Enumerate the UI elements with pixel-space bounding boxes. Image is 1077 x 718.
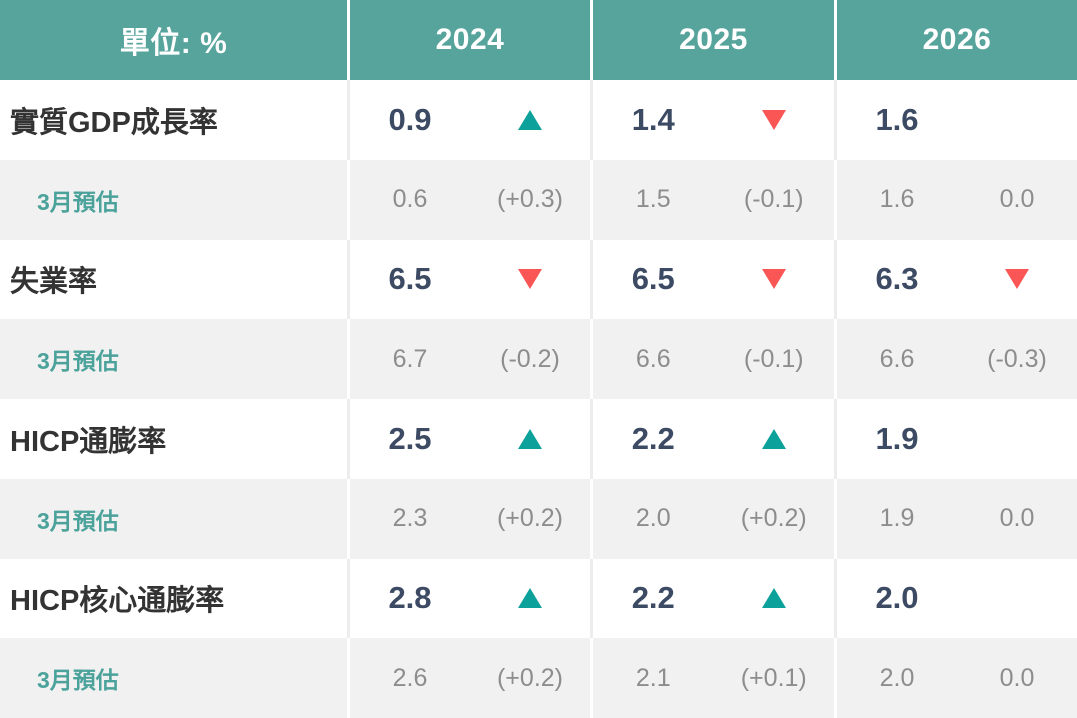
row-label: 3月預估 (37, 188, 119, 215)
row-label: HICP核心通膨率 (10, 585, 225, 618)
up-triangle-icon (761, 588, 786, 609)
row-label: 3月預估 (37, 667, 119, 694)
value: 1.5 (635, 185, 671, 214)
unit-header-cell: 單位: % (0, 0, 347, 80)
indicator-row: HICP通膨率 2.5 2.2 1.9 (0, 399, 1077, 479)
value: 0.9 (388, 101, 432, 137)
year-label: 2026 (922, 23, 992, 56)
up-triangle-icon (761, 428, 786, 449)
row-label: HICP通膨率 (10, 425, 167, 458)
march-estimate-row: 3月預估 0.6 (+0.3) 1.5 (-0.1) 1.6 0.0 (0, 159, 1077, 240)
value-cell-2024: 0.6 (+0.3) (347, 159, 590, 240)
value: 6.3 (875, 261, 919, 297)
change-value: 0.0 (999, 185, 1035, 214)
down-triangle-icon (518, 269, 542, 290)
value-cell-2025: 6.6 (-0.1) (590, 319, 834, 399)
value-cell-2025: 6.5 (590, 239, 834, 320)
row-label: 3月預估 (37, 507, 119, 534)
value-cell-2025: 1.5 (-0.1) (590, 159, 834, 240)
value: 1.9 (875, 420, 919, 456)
value-cell-2026: 2.0 0.0 (834, 638, 1077, 718)
year-label: 2024 (435, 23, 505, 56)
change-value: (+0.3) (496, 185, 563, 214)
value-cell-2026: 2.0 (834, 558, 1077, 639)
value-cell-2024: 2.5 (347, 399, 590, 479)
change-value: 0.0 (999, 663, 1035, 692)
up-triangle-icon (518, 588, 542, 609)
value: 2.8 (388, 580, 432, 616)
down-triangle-icon (1005, 269, 1029, 290)
march-estimate-row: 3月預估 2.6 (+0.2) 2.1 (+0.1) 2.0 0.0 (0, 638, 1077, 718)
march-estimate-row: 3月預估 6.7 (-0.2) 6.6 (-0.1) 6.6 (-0.3) (0, 319, 1077, 399)
table-body: 實質GDP成長率 0.9 1.4 1.6 3月預估 0.6 (+0.3) 1.5 (-0.1) 1… (0, 80, 1077, 718)
value: 2.0 (879, 663, 915, 692)
value: 2.2 (631, 420, 675, 456)
change-value: (-0.2) (500, 344, 560, 373)
indicator-row: 實質GDP成長率 0.9 1.4 1.6 (0, 80, 1077, 160)
value-cell-2026: 1.9 (834, 399, 1077, 479)
indicator-row: HICP核心通膨率 2.8 2.2 2.0 (0, 558, 1077, 639)
value: 2.1 (635, 663, 671, 692)
value-cell-2025: 1.4 (590, 80, 834, 160)
value: 1.9 (879, 504, 915, 533)
value: 2.0 (635, 504, 671, 533)
value-cell-2026: 6.6 (-0.3) (834, 319, 1077, 399)
year-header-2026: 2026 (834, 0, 1077, 80)
value-cell-2024: 2.3 (+0.2) (347, 478, 590, 559)
value: 2.3 (392, 504, 428, 533)
value: 1.4 (631, 101, 675, 137)
change-value: (-0.1) (743, 344, 804, 373)
row-label: 3月預估 (37, 348, 119, 375)
row-label: 實質GDP成長率 (10, 106, 218, 139)
value: 2.0 (875, 580, 919, 616)
change-value: 0.0 (999, 504, 1035, 533)
year-header-2024: 2024 (347, 0, 590, 80)
value-cell-2026: 1.6 0.0 (834, 159, 1077, 240)
value: 2.6 (392, 663, 428, 692)
change-value: (+0.2) (496, 663, 563, 692)
value: 6.7 (392, 344, 428, 373)
value-cell-2026: 1.9 0.0 (834, 478, 1077, 559)
change-value: (+0.2) (496, 504, 563, 533)
table-header-row: 單位: % 2024 2025 2026 (0, 0, 1077, 80)
up-triangle-icon (518, 428, 542, 449)
value-cell-2024: 6.5 (347, 239, 590, 320)
down-triangle-icon (761, 109, 786, 130)
value-cell-2026: 6.3 (834, 239, 1077, 320)
value-cell-2024: 6.7 (-0.2) (347, 319, 590, 399)
change-value: (+0.1) (740, 663, 807, 692)
value: 6.6 (635, 344, 671, 373)
value-cell-2025: 2.2 (590, 558, 834, 639)
down-triangle-icon (761, 269, 786, 290)
march-estimate-row: 3月預估 2.3 (+0.2) 2.0 (+0.2) 1.9 0.0 (0, 478, 1077, 559)
value: 6.6 (879, 344, 915, 373)
value-cell-2026: 1.6 (834, 80, 1077, 160)
row-label: 失業率 (10, 266, 98, 299)
value-cell-2024: 2.6 (+0.2) (347, 638, 590, 718)
change-value: (-0.1) (743, 185, 804, 214)
unit-label: 單位: % (119, 27, 228, 60)
year-header-2025: 2025 (590, 0, 834, 80)
value-cell-2025: 2.1 (+0.1) (590, 638, 834, 718)
value: 6.5 (388, 261, 432, 297)
value: 1.6 (879, 185, 915, 214)
value: 1.6 (875, 101, 919, 137)
value-cell-2025: 2.2 (590, 399, 834, 479)
value: 2.5 (388, 420, 432, 456)
value: 2.2 (631, 580, 675, 616)
indicator-row: 失業率 6.5 6.5 6.3 (0, 239, 1077, 320)
year-label: 2025 (679, 23, 748, 56)
change-value: (-0.3) (987, 344, 1047, 373)
value: 6.5 (631, 261, 675, 297)
value-cell-2024: 2.8 (347, 558, 590, 639)
value: 0.6 (392, 185, 428, 214)
up-triangle-icon (518, 109, 542, 130)
change-value: (+0.2) (740, 504, 807, 533)
value-cell-2025: 2.0 (+0.2) (590, 478, 834, 559)
value-cell-2024: 0.9 (347, 80, 590, 160)
